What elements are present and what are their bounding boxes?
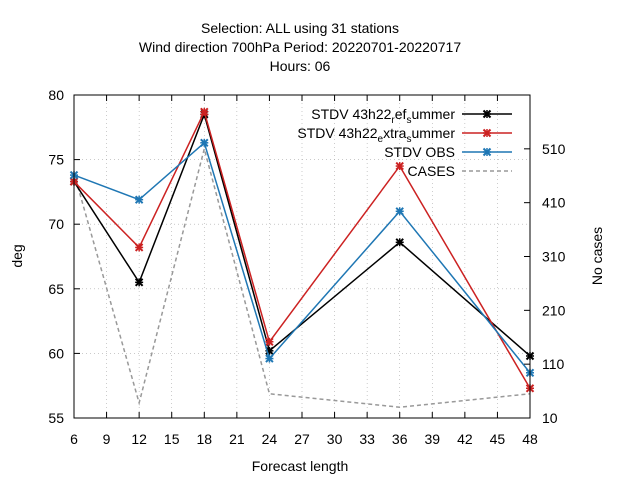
y-tick-label: 55 [48,410,64,426]
y-tick-label: 60 [48,345,64,361]
y-tick-label: 75 [48,152,64,168]
plot-frame [73,94,531,419]
legend-marker [482,128,492,138]
x-tick-label: 24 [262,431,278,447]
data-point [134,278,144,287]
x-tick-label: 12 [131,431,147,447]
data-point [395,161,404,171]
series-line-cases [73,145,531,408]
x-tick-label: 42 [457,431,473,447]
x-tick-label: 48 [522,431,538,447]
y2-tick-label: 410 [542,195,566,211]
y-axis: 55 60 65 70 75 80 [48,87,80,426]
y2-axis: 10 110 210 310 410 510 [524,141,566,426]
legend-entry: CASES [408,163,512,179]
y2-tick-label: 110 [542,356,565,372]
y2-tick-label: 210 [542,302,566,318]
title-line-3: Hours: 06 [270,58,331,74]
data-point [395,207,404,216]
chart-title: Selection: ALL using 31 stations Wind di… [139,20,461,74]
x-tick-label: 6 [70,431,78,447]
x-axis: 6 9 12 15 18 21 24 27 30 33 36 39 42 45 48 [70,95,538,447]
legend-label: STDV OBS [384,144,455,160]
x-tick-label: 15 [164,431,180,447]
data-point [265,337,274,346]
x-tick-label: 18 [196,431,212,447]
data-point [395,238,404,247]
data-point [265,354,274,363]
legend-label: STDV 43h22refsummer [311,106,455,126]
title-line-2: Wind direction 700hPa Period: 20220701-2… [139,39,461,55]
title-line-1: Selection: ALL using 31 stations [201,20,399,36]
x-axis-label: Forecast length [252,458,349,474]
legend-marker [482,147,492,157]
x-tick-label: 9 [103,431,111,447]
legend-entry: STDV 43h22extrasummer [297,125,512,145]
x-tick-label: 39 [424,431,440,447]
grid [74,95,530,418]
legend-marker [482,109,492,119]
legend-entry: STDV OBS [384,144,512,160]
y2-tick-label: 10 [542,410,558,426]
y2-tick-label: 510 [542,141,566,157]
legend-label: STDV 43h22extrasummer [297,125,455,145]
data-point [200,138,209,148]
y-tick-label: 80 [48,87,64,103]
x-tick-label: 27 [294,431,310,447]
y2-axis-label: No cases [589,227,605,285]
y-axis-label: deg [9,244,25,267]
x-tick-label: 36 [392,431,408,447]
x-tick-label: 45 [490,431,506,447]
series-line-2 [73,141,531,374]
y-tick-label: 65 [48,281,64,297]
data-point [134,243,144,252]
y2-tick-label: 310 [542,249,566,265]
x-tick-label: 33 [359,431,375,447]
legend-label: CASES [408,163,455,179]
x-tick-label: 21 [229,431,245,447]
x-tick-label: 30 [327,431,343,447]
series-line-1 [73,109,531,389]
series-layer [69,107,535,408]
data-point [134,195,144,204]
legend-entry: STDV 43h22refsummer [311,106,512,126]
y-tick-label: 70 [48,216,64,232]
data-point [200,107,209,117]
series-line-0 [73,111,531,357]
